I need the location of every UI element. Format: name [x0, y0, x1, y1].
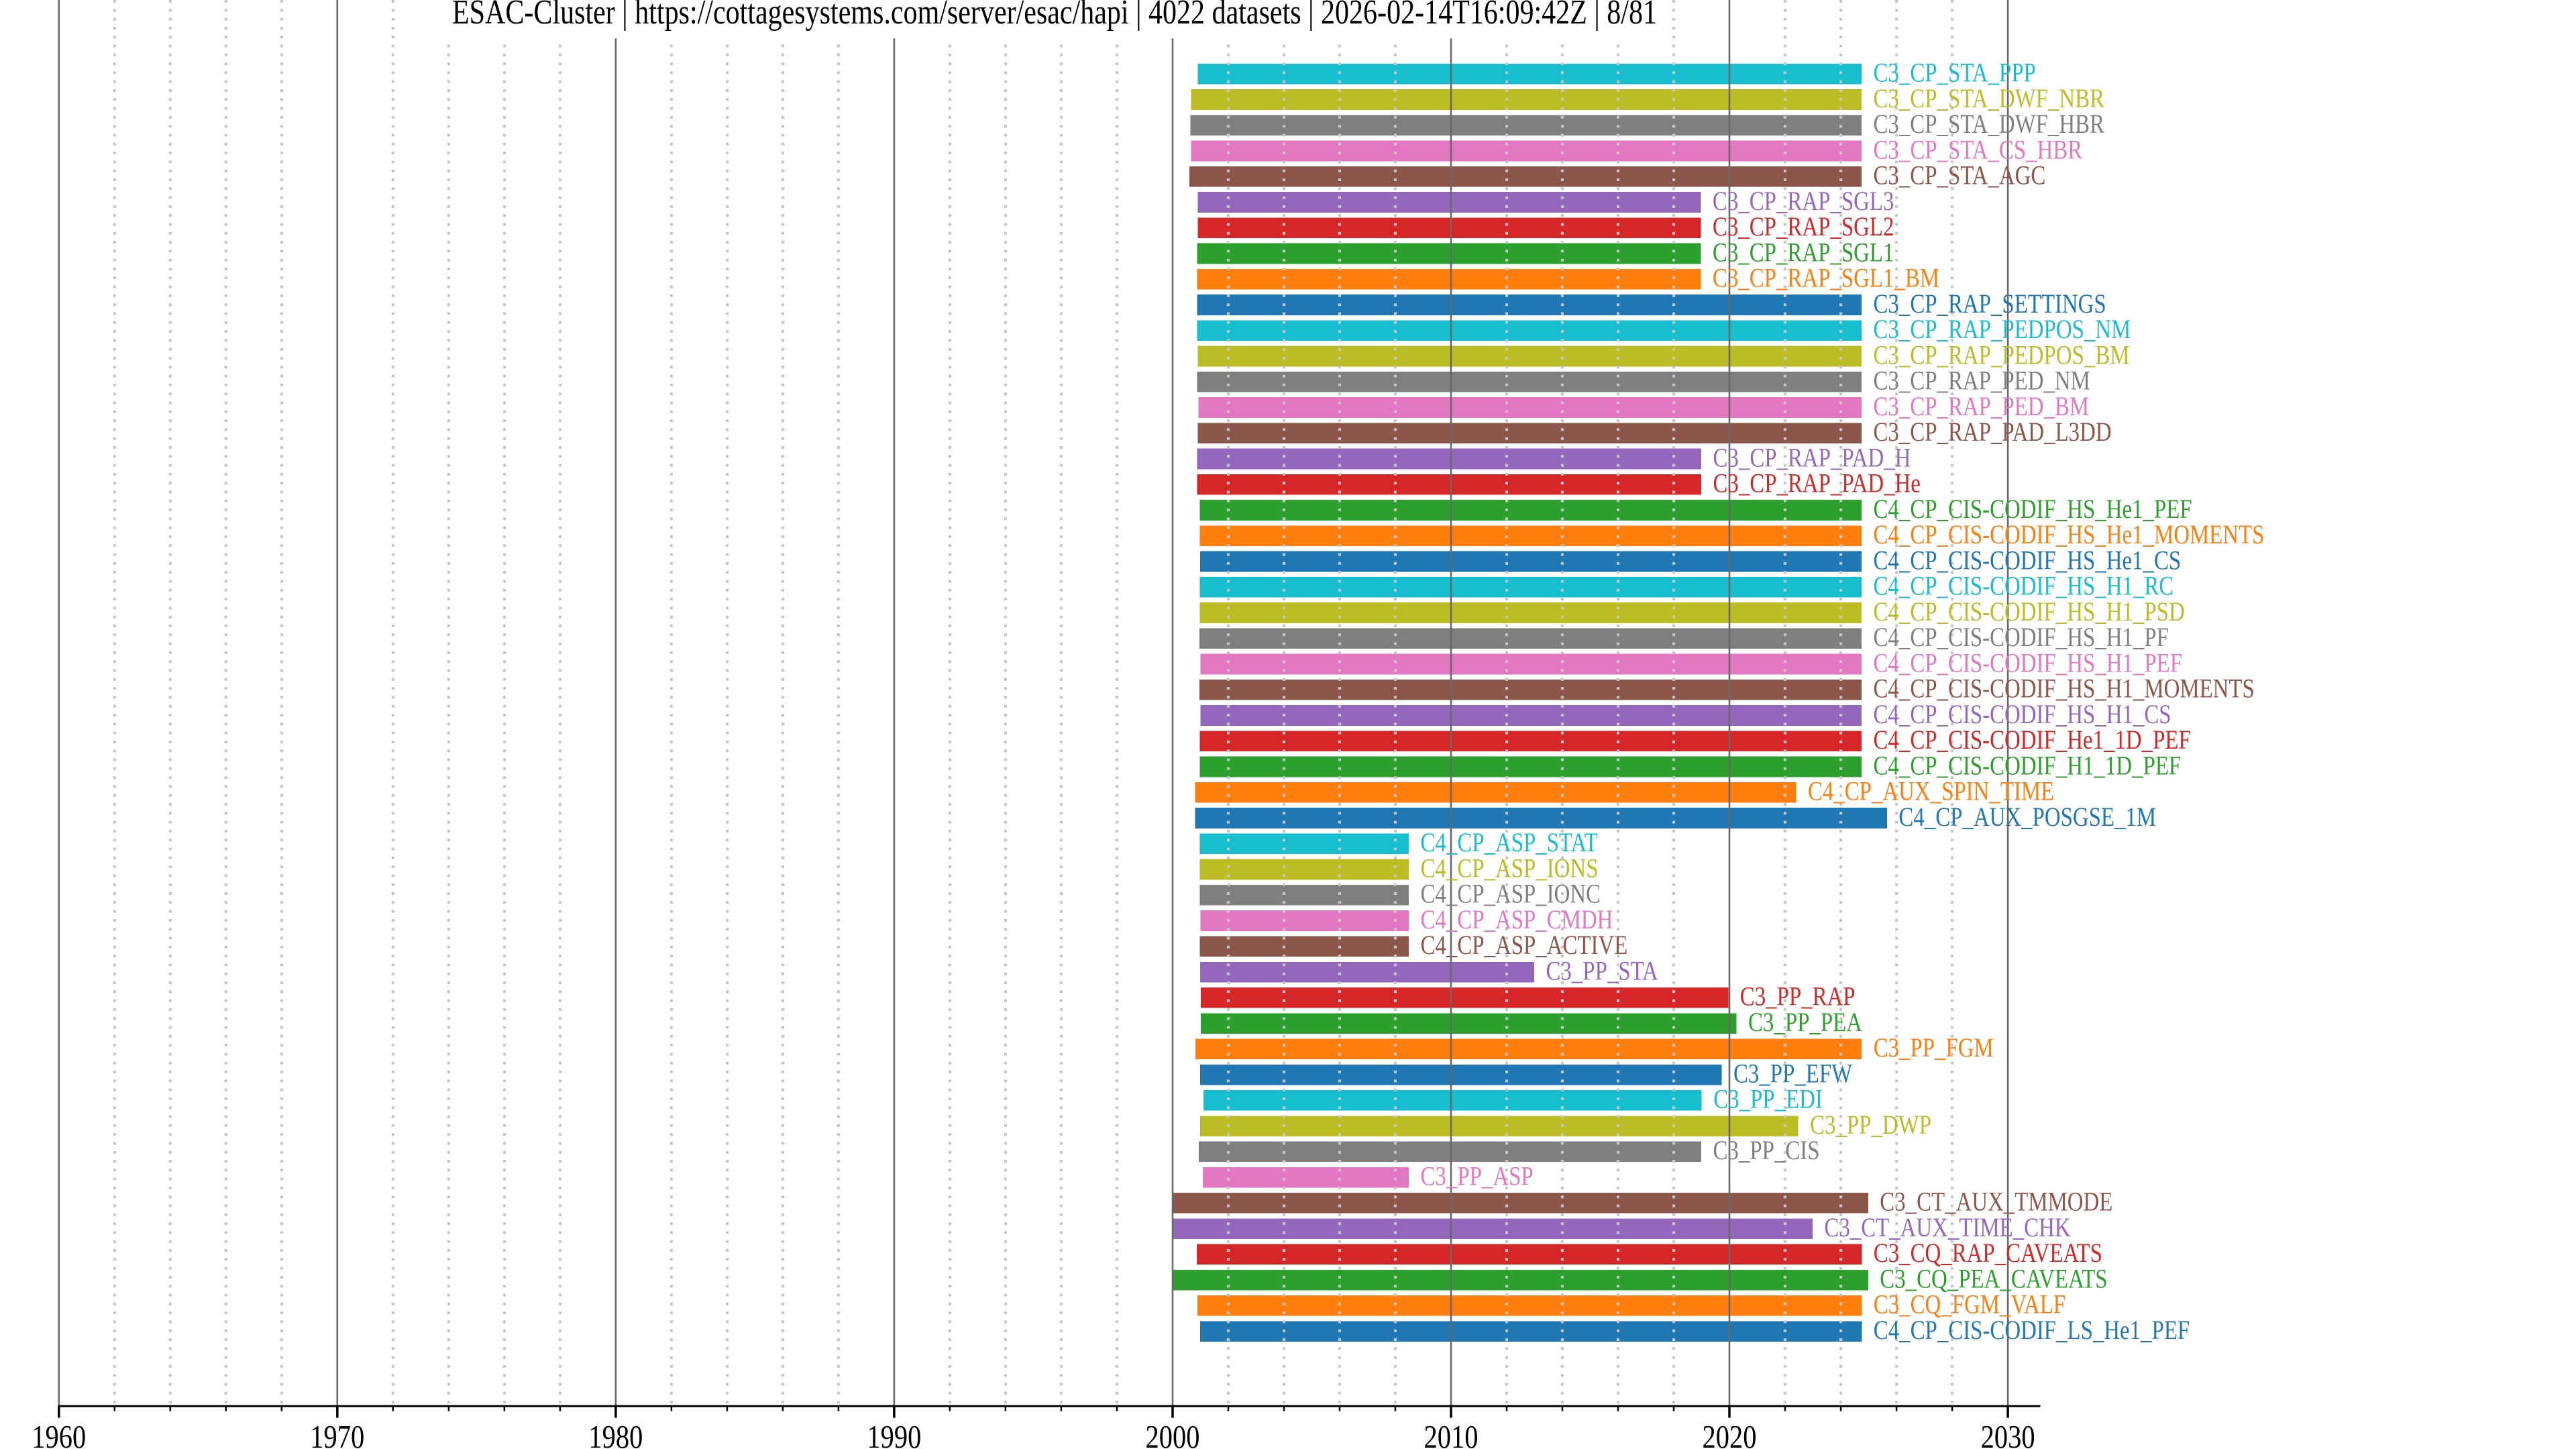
- svg-text:2020: 2020: [1703, 1418, 1757, 1449]
- svg-text:2010: 2010: [1424, 1418, 1479, 1449]
- svg-text:C4_CP_CIS-CODIF_HS_He1_PEF: C4_CP_CIS-CODIF_HS_He1_PEF: [1874, 494, 2192, 524]
- svg-text:C4_CP_CIS-CODIF_HS_H1_PEF: C4_CP_CIS-CODIF_HS_H1_PEF: [1874, 647, 2183, 678]
- svg-text:C3_CP_STA_DWF_HBR: C3_CP_STA_DWF_HBR: [1874, 109, 2105, 139]
- svg-text:C3_PP_DWP: C3_PP_DWP: [1810, 1110, 1931, 1140]
- svg-text:C3_CP_STA_DWF_NBR: C3_CP_STA_DWF_NBR: [1874, 83, 2105, 113]
- svg-text:C4_CP_AUX_POSGSE_1M: C4_CP_AUX_POSGSE_1M: [1898, 802, 2156, 832]
- svg-text:C4_CP_CIS-CODIF_HS_H1_CS: C4_CP_CIS-CODIF_HS_H1_CS: [1874, 699, 2171, 729]
- svg-text:C3_CP_RAP_SGL1_BM: C3_CP_RAP_SGL1_BM: [1713, 263, 1939, 293]
- svg-text:C3_CQ_RAP_CAVEATS: C3_CQ_RAP_CAVEATS: [1874, 1238, 2102, 1268]
- svg-text:C4_CP_CIS-CODIF_HS_H1_PSD: C4_CP_CIS-CODIF_HS_H1_PSD: [1874, 596, 2185, 627]
- svg-text:C3_CQ_FGM_VALF: C3_CQ_FGM_VALF: [1874, 1289, 2065, 1320]
- svg-text:C3_PP_STA: C3_PP_STA: [1546, 955, 1658, 985]
- svg-text:C4_CP_CIS-CODIF_HS_H1_PF: C4_CP_CIS-CODIF_HS_H1_PF: [1874, 622, 2169, 652]
- svg-text:C3_CP_RAP_PAD_L3DD: C3_CP_RAP_PAD_L3DD: [1874, 417, 2112, 447]
- svg-text:C3_CP_RAP_SGL3: C3_CP_RAP_SGL3: [1713, 186, 1894, 216]
- svg-text:C3_CP_RAP_PED_BM: C3_CP_RAP_PED_BM: [1874, 391, 2090, 421]
- svg-text:C3_CP_RAP_SETTINGS: C3_CP_RAP_SETTINGS: [1874, 288, 2106, 319]
- svg-text:ESAC-Cluster | https://cottage: ESAC-Cluster | https://cottagesystems.co…: [452, 0, 1657, 32]
- svg-text:C3_PP_CIS: C3_PP_CIS: [1713, 1135, 1820, 1165]
- svg-text:C3_CP_RAP_PAD_He: C3_CP_RAP_PAD_He: [1713, 468, 1921, 498]
- svg-text:1960: 1960: [32, 1418, 86, 1449]
- svg-text:C3_CP_RAP_PEDPOS_NM: C3_CP_RAP_PEDPOS_NM: [1874, 314, 2131, 344]
- svg-text:C4_CP_CIS-CODIF_H1_1D_PEF: C4_CP_CIS-CODIF_H1_1D_PEF: [1874, 750, 2182, 780]
- svg-text:C4_CP_AUX_SPIN_TIME: C4_CP_AUX_SPIN_TIME: [1808, 776, 2054, 806]
- svg-text:C4_CP_CIS-CODIF_HS_He1_CS: C4_CP_CIS-CODIF_HS_He1_CS: [1874, 545, 2182, 575]
- svg-text:2000: 2000: [1146, 1418, 1200, 1449]
- svg-text:C3_PP_PEA: C3_PP_PEA: [1748, 1007, 1862, 1037]
- svg-text:C4_CP_ASP_STAT: C4_CP_ASP_STAT: [1421, 827, 1598, 857]
- svg-text:1990: 1990: [867, 1418, 921, 1449]
- svg-text:C3_CT_AUX_TIME_CHK: C3_CT_AUX_TIME_CHK: [1824, 1212, 2070, 1242]
- svg-text:C3_PP_FGM: C3_PP_FGM: [1874, 1032, 1994, 1063]
- svg-text:C4_CP_ASP_IONC: C4_CP_ASP_IONC: [1421, 879, 1601, 909]
- svg-text:C3_CP_RAP_PAD_H: C3_CP_RAP_PAD_H: [1713, 442, 1911, 472]
- svg-text:C3_CP_RAP_PEDPOS_BM: C3_CP_RAP_PEDPOS_BM: [1874, 339, 2130, 370]
- svg-text:C3_CP_STA_CS_HBR: C3_CP_STA_CS_HBR: [1874, 134, 2083, 164]
- svg-text:1970: 1970: [310, 1418, 364, 1449]
- svg-text:C4_CP_CIS-CODIF_HS_H1_MOMENTS: C4_CP_CIS-CODIF_HS_H1_MOMENTS: [1874, 674, 2255, 704]
- svg-text:C3_CP_STA_AGC: C3_CP_STA_AGC: [1874, 160, 2046, 191]
- svg-text:C3_CP_STA_PPP: C3_CP_STA_PPP: [1874, 58, 2036, 88]
- svg-text:C4_CP_CIS-CODIF_HS_H1_RC: C4_CP_CIS-CODIF_HS_H1_RC: [1874, 571, 2174, 601]
- svg-text:C3_CP_RAP_SGL1: C3_CP_RAP_SGL1: [1713, 237, 1894, 267]
- svg-text:C3_PP_ASP: C3_PP_ASP: [1421, 1161, 1534, 1191]
- svg-text:C3_PP_EDI: C3_PP_EDI: [1713, 1084, 1823, 1114]
- svg-text:C4_CP_CIS-CODIF_HS_He1_MOMENTS: C4_CP_CIS-CODIF_HS_He1_MOMENTS: [1874, 519, 2265, 549]
- svg-text:C3_CT_AUX_TMMODE: C3_CT_AUX_TMMODE: [1880, 1187, 2112, 1217]
- svg-text:C4_CP_ASP_CMDH: C4_CP_ASP_CMDH: [1421, 904, 1613, 934]
- svg-text:C3_CP_RAP_PED_NM: C3_CP_RAP_PED_NM: [1874, 366, 2090, 396]
- svg-text:C4_CP_ASP_ACTIVE: C4_CP_ASP_ACTIVE: [1421, 930, 1628, 960]
- svg-text:C3_CP_RAP_SGL2: C3_CP_RAP_SGL2: [1713, 211, 1894, 241]
- svg-text:C3_PP_EFW: C3_PP_EFW: [1733, 1058, 1852, 1088]
- svg-text:C4_CP_CIS-CODIF_LS_He1_PEF: C4_CP_CIS-CODIF_LS_He1_PEF: [1874, 1315, 2190, 1345]
- svg-text:C4_CP_CIS-CODIF_He1_1D_PEF: C4_CP_CIS-CODIF_He1_1D_PEF: [1874, 724, 2191, 755]
- svg-text:C3_PP_RAP: C3_PP_RAP: [1740, 981, 1856, 1012]
- svg-text:C3_CQ_PEA_CAVEATS: C3_CQ_PEA_CAVEATS: [1880, 1263, 2107, 1293]
- svg-text:2030: 2030: [1981, 1418, 2035, 1449]
- svg-text:C4_CP_ASP_IONS: C4_CP_ASP_IONS: [1421, 853, 1599, 883]
- svg-text:1980: 1980: [588, 1418, 643, 1449]
